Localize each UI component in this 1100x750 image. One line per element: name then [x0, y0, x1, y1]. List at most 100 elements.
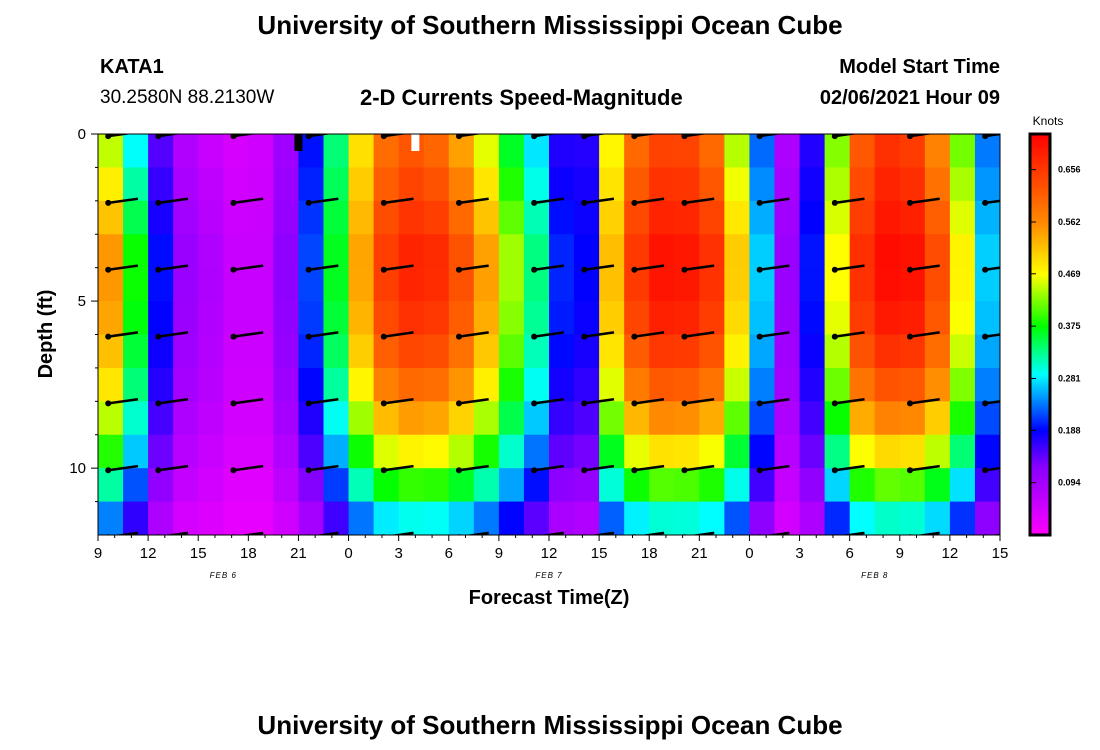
heat-cell — [223, 334, 249, 369]
current-vector — [634, 264, 665, 271]
heat-cell — [774, 434, 801, 469]
heat-cell — [549, 267, 575, 302]
current-vector-tail — [982, 467, 989, 474]
heat-cell — [373, 301, 400, 336]
heat-cell — [173, 334, 199, 369]
current-vector — [584, 197, 615, 205]
heat-cell — [448, 167, 475, 202]
heat-cell — [574, 501, 600, 535]
heat-cell — [148, 468, 174, 503]
current-vector — [158, 331, 189, 338]
heat-cell — [624, 501, 650, 535]
heat-cell — [423, 468, 450, 503]
heat-cell — [674, 367, 700, 402]
current-vector — [834, 398, 865, 405]
heat-cell — [699, 267, 725, 302]
x-tick-label: 6 — [445, 545, 453, 562]
heat-cell — [273, 367, 300, 402]
heat-cell — [649, 167, 675, 202]
current-vector-tail — [531, 467, 538, 474]
heat-cell — [523, 301, 550, 336]
heat-cell — [123, 434, 149, 469]
heat-cell — [248, 367, 274, 402]
heat-cell — [899, 434, 926, 469]
heat-cell — [123, 167, 149, 202]
heat-cell — [899, 267, 926, 302]
heat-cell — [298, 234, 325, 269]
heat-cell — [173, 167, 199, 202]
heat-cell — [448, 301, 475, 336]
heat-cell — [473, 401, 500, 436]
current-vector — [383, 134, 408, 138]
heat-cell — [974, 401, 1000, 436]
current-vector-tail — [631, 467, 638, 474]
current-vector-tail — [906, 400, 913, 407]
heat-cell — [348, 434, 375, 469]
heat-cell — [949, 401, 976, 436]
heat-cell — [198, 200, 224, 235]
heat-cell — [298, 468, 325, 503]
heat-cell — [724, 301, 751, 336]
heat-cell — [974, 167, 1000, 202]
heat-cell — [799, 200, 826, 235]
heat-cell — [674, 468, 700, 503]
heat-cell — [523, 167, 550, 202]
heat-cell — [874, 334, 901, 369]
heat-cell — [799, 367, 826, 402]
current-vector — [584, 464, 615, 472]
current-vector-tail — [105, 134, 112, 140]
heat-cell — [924, 468, 951, 503]
heat-cell — [824, 334, 851, 369]
heat-cell — [148, 434, 174, 469]
current-vector — [834, 331, 865, 338]
heat-cell — [173, 200, 199, 235]
current-vector — [634, 197, 665, 205]
heat-cell — [323, 267, 350, 302]
heat-cell — [724, 167, 751, 202]
colorbar-tick-label: 0.469 — [1058, 269, 1081, 279]
heat-cell — [549, 434, 575, 469]
colorbar-tick-label: 0.094 — [1058, 478, 1081, 488]
current-vector — [458, 464, 489, 472]
heat-cell — [599, 334, 625, 369]
heat-cell — [924, 367, 951, 402]
heat-cell — [323, 501, 350, 535]
heat-cell — [148, 301, 174, 336]
heat-cell — [173, 301, 199, 336]
current-vector-tail — [230, 199, 237, 206]
heat-cell — [599, 468, 625, 503]
heat-cell — [549, 301, 575, 336]
x-tick-label: 3 — [394, 545, 402, 562]
current-vector-tail — [155, 266, 162, 273]
heat-cell — [674, 334, 700, 369]
colorbar-tick-label: 0.188 — [1058, 425, 1081, 435]
heat-cell — [549, 468, 575, 503]
heat-cell — [523, 134, 550, 169]
current-vector — [308, 464, 339, 472]
heat-cell — [298, 367, 325, 402]
current-vector — [239, 531, 264, 535]
current-vector-tail — [105, 266, 112, 273]
heat-cell — [398, 234, 425, 269]
x-tick-label: 9 — [94, 545, 102, 562]
heat-cell — [749, 367, 776, 402]
current-vector — [684, 464, 715, 472]
heat-cell — [649, 267, 675, 302]
heat-cell — [674, 167, 700, 202]
heat-cell — [574, 301, 600, 336]
heat-cell — [624, 267, 650, 302]
heat-cell — [348, 267, 375, 302]
current-vector — [114, 531, 139, 535]
current-vector — [108, 197, 139, 205]
heat-cell — [674, 401, 700, 436]
current-vector — [984, 134, 1000, 138]
heat-cell — [774, 468, 801, 503]
current-vector — [383, 331, 414, 338]
current-vector — [314, 531, 339, 535]
heat-cell — [849, 134, 876, 169]
current-vector — [915, 531, 940, 535]
heat-cell — [123, 334, 149, 369]
current-vector — [383, 398, 414, 405]
current-vector — [108, 331, 139, 338]
current-vector-tail — [380, 400, 387, 407]
